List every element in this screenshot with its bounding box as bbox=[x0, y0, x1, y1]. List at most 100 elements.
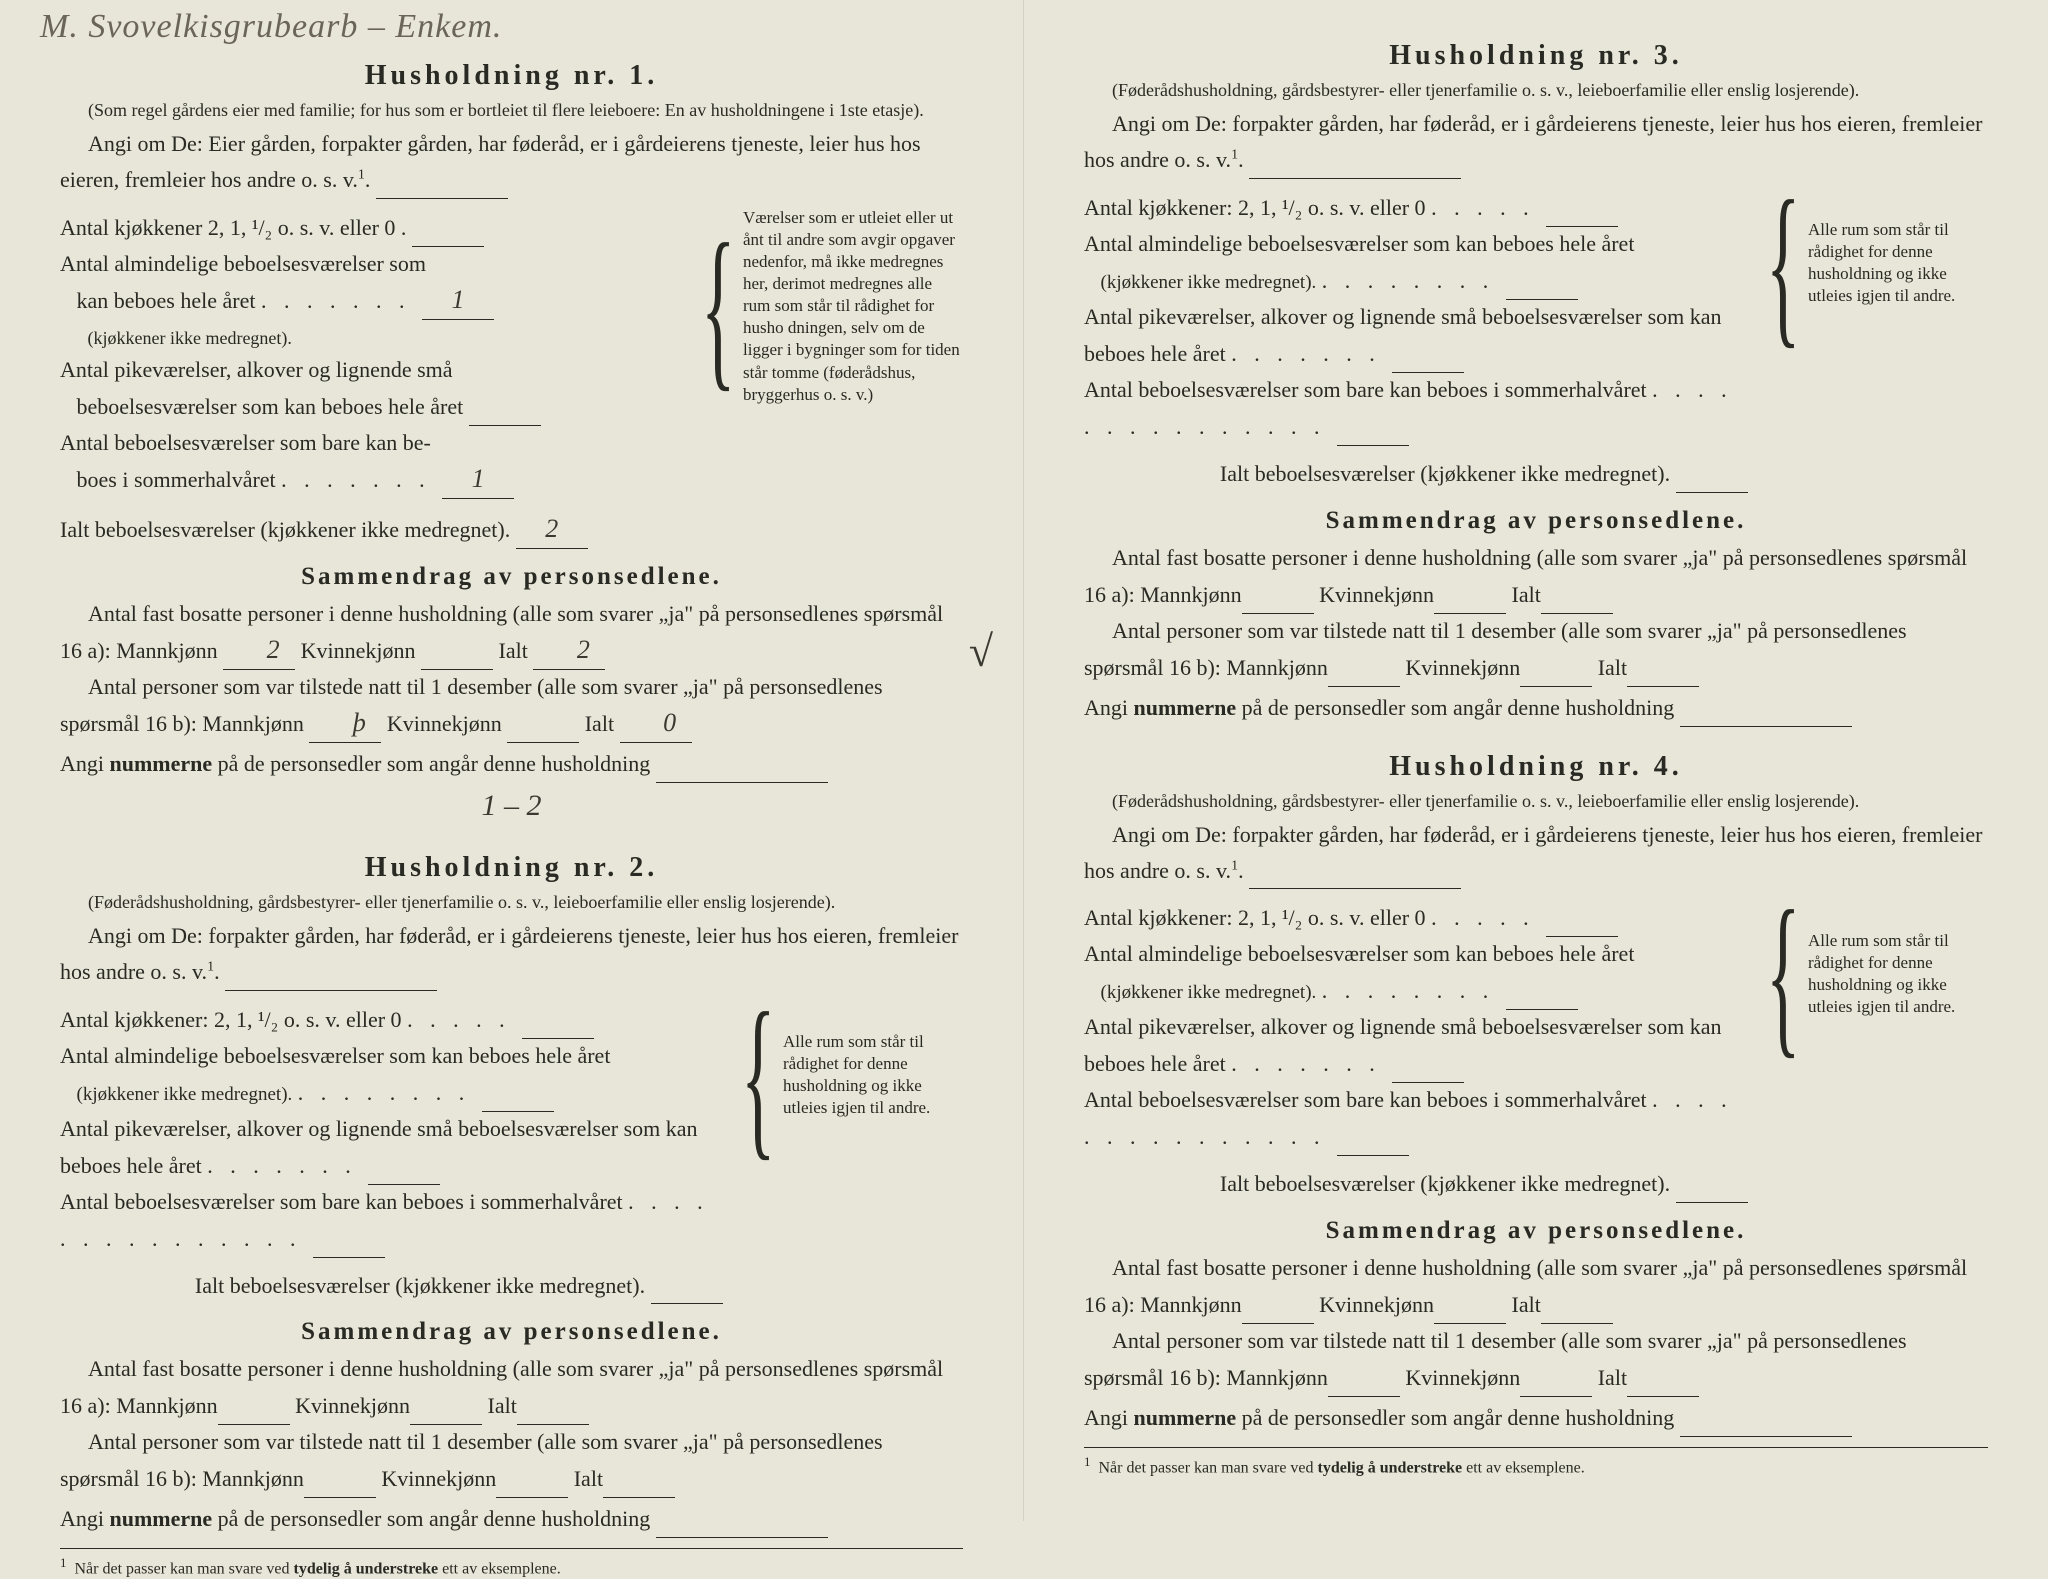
kvinne-label-4: Kvinnekjønn bbox=[1319, 1292, 1434, 1317]
ialt-value-3 bbox=[1676, 454, 1748, 493]
footnote-left: 1 Når det passer kan man svare ved tydel… bbox=[60, 1548, 963, 1578]
nummer-bold: nummerne bbox=[110, 751, 213, 776]
nummer-row-4: Angi nummerne på de personsedler som ang… bbox=[1084, 1397, 1988, 1437]
summary-title-1: Sammendrag av personsedlene. bbox=[60, 563, 963, 591]
fast-bosatte-row-2: Antal fast bosatte personer i denne hush… bbox=[60, 1352, 963, 1425]
kvinne-label-b: Kvinnekjønn bbox=[387, 711, 502, 736]
angi-text-2: Angi om De: forpakter gården, har føderå… bbox=[60, 923, 958, 984]
footnote-bold: tydelig å understreke bbox=[294, 1561, 439, 1578]
footnote-end: ett av eksemplene. bbox=[442, 1561, 561, 1578]
dots: . . . . . . . bbox=[1231, 1051, 1392, 1076]
ialt-value-2a bbox=[517, 1385, 589, 1425]
household-3-subtitle: (Føderådshusholdning, gårdsbestyrer- ell… bbox=[1084, 78, 1988, 102]
pike-value-4 bbox=[1392, 1043, 1464, 1083]
mann-value-4b bbox=[1328, 1357, 1400, 1397]
angi-text-3: Angi om De: forpakter gården, har føderå… bbox=[1084, 111, 1982, 172]
kvinne-label-4b: Kvinnekjønn bbox=[1405, 1365, 1520, 1390]
household-2-subtitle: (Føderådshusholdning, gårdsbestyrer- ell… bbox=[60, 890, 963, 914]
summer-row-2: Antal beboelsesværelser som bare kan beb… bbox=[60, 1185, 723, 1258]
angi-blank-2 bbox=[225, 952, 437, 991]
kvinne-value-4a bbox=[1434, 1284, 1506, 1324]
rooms-year-4: Antal almindelige beboelsesværelser som … bbox=[1084, 941, 1634, 966]
summary-title-2: Sammendrag av personsedlene. bbox=[60, 1318, 963, 1346]
kitchen-label-3: Antal kjøkkener: 2, 1, ¹/₂ o. s. v. elle… bbox=[1084, 195, 1426, 220]
household-2-angi: Angi om De: forpakter gården, har føderå… bbox=[60, 920, 963, 991]
kitchen-row: Antal kjøkkener 2, 1, ¹/₂ o. s. v. eller… bbox=[60, 207, 683, 247]
dots: . . . . . . . . bbox=[298, 1080, 482, 1105]
kvinne-label: Kvinnekjønn bbox=[301, 638, 416, 663]
pike-value bbox=[469, 386, 541, 426]
summer-2: Antal beboelsesværelser som bare kan beb… bbox=[60, 1189, 623, 1214]
ialt-row-3: Ialt beboelsesværelser (kjøkkener ikke m… bbox=[1084, 454, 1748, 493]
nummer-bold-3: nummerne bbox=[1134, 695, 1237, 720]
mann-label-b: Mannkjønn bbox=[202, 711, 303, 736]
summer-value-3 bbox=[1337, 406, 1409, 446]
kitchen-label: Antal kjøkkener 2, 1, ¹/₂ o. s. v. eller… bbox=[60, 215, 406, 240]
sidenote-3: Alle rum som står til rådighet for denne… bbox=[1808, 219, 1988, 307]
kvinne-label-3: Kvinnekjønn bbox=[1319, 582, 1434, 607]
dots: . . . . . . . bbox=[1231, 341, 1392, 366]
nummer-label-2: Angi bbox=[60, 1506, 104, 1531]
footnote-num: 1 bbox=[60, 1555, 67, 1570]
footnote-ref: 1 bbox=[1231, 858, 1238, 873]
mann-label: Mannkjønn bbox=[116, 638, 217, 663]
tilstede-row-4: Antal personer som var tilstede natt til… bbox=[1084, 1324, 1988, 1397]
nummer-rest-2: på de personsedler som angår denne husho… bbox=[218, 1506, 651, 1531]
checkmark-icon: √ bbox=[941, 619, 993, 685]
ialt-value-2b bbox=[603, 1458, 675, 1498]
brace-icon: { bbox=[701, 230, 736, 383]
ialt-label: Ialt beboelsesværelser (kjøkkener ikke m… bbox=[60, 517, 510, 542]
rooms-year-row-3: Antal almindelige beboelsesværelser som … bbox=[1084, 227, 1748, 300]
ialt-value-3b bbox=[1627, 647, 1699, 687]
summer-value: 1 bbox=[442, 459, 514, 499]
pike-a: Antal pikeværelser, alkover og lignende … bbox=[60, 357, 453, 382]
summer-row-3: Antal beboelsesværelser som bare kan beb… bbox=[1084, 373, 1748, 446]
ialt-row: Ialt beboelsesværelser (kjøkkener ikke m… bbox=[60, 509, 683, 549]
kvinne-value-3a bbox=[1434, 574, 1506, 614]
kvinne-value-2a bbox=[410, 1385, 482, 1425]
ialt-label-3a: Ialt bbox=[1512, 582, 1541, 607]
household-2-title: Husholdning nr. 2. bbox=[60, 852, 963, 884]
footnote-ref: 1 bbox=[207, 960, 214, 975]
dots: . . . . . . . bbox=[207, 1153, 368, 1178]
fast-bosatte-row: Antal fast bosatte personer i denne hush… bbox=[60, 597, 963, 670]
ialt-value-b: 0 bbox=[620, 703, 692, 743]
nummer-blank-2 bbox=[656, 1498, 828, 1538]
rooms-year-note-2: (kjøkkener ikke medregnet). bbox=[77, 1084, 293, 1105]
mann-label-3b: Mannkjønn bbox=[1226, 655, 1327, 680]
ialt-value-a: 2 bbox=[533, 630, 605, 670]
mann-value-2b bbox=[304, 1458, 376, 1498]
rooms-year-row-2: Antal almindelige beboelsesværelser som … bbox=[60, 1039, 723, 1112]
kitchen-row-2: Antal kjøkkener: 2, 1, ¹/₂ o. s. v. elle… bbox=[60, 999, 723, 1039]
rooms-year-note-4: (kjøkkener ikke medregnet). bbox=[1101, 982, 1317, 1003]
footnote-text: Når det passer kan man svare ved bbox=[75, 1561, 290, 1578]
dots: . . . . . bbox=[1431, 195, 1546, 220]
sidenote-4: Alle rum som står til rådighet for denne… bbox=[1808, 930, 1988, 1018]
kvinne-label-2: Kvinnekjønn bbox=[295, 1393, 410, 1418]
angi-blank bbox=[376, 160, 508, 199]
rooms-year-a: Antal almindelige beboelsesværelser som bbox=[60, 251, 426, 276]
sidenote-2: Alle rum som står til rådighet for denne… bbox=[783, 1031, 963, 1119]
ialt-label-4a: Ialt bbox=[1512, 1292, 1541, 1317]
household-3: Husholdning nr. 3. (Føderådshusholdning,… bbox=[1084, 40, 1988, 727]
pike-row-2: Antal pikeværelser, alkover og lignende … bbox=[60, 1112, 723, 1185]
ialt-label-2: Ialt beboelsesværelser (kjøkkener ikke m… bbox=[195, 1273, 645, 1298]
nummer-blank-4 bbox=[1680, 1397, 1852, 1437]
brace-icon: { bbox=[741, 999, 776, 1152]
brace-icon: { bbox=[1766, 897, 1801, 1050]
mann-value-b: þ bbox=[309, 703, 381, 743]
household-4-subtitle: (Føderådshusholdning, gårdsbestyrer- ell… bbox=[1084, 789, 1988, 813]
mann-value-4a bbox=[1242, 1284, 1314, 1324]
nummer-value: 1 – 2 bbox=[60, 783, 963, 828]
nummer-label-3: Angi bbox=[1084, 695, 1128, 720]
angi-text-4: Angi om De: forpakter gården, har føderå… bbox=[1084, 822, 1982, 883]
nummer-row-3: Angi nummerne på de personsedler som ang… bbox=[1084, 687, 1988, 727]
kitchen-label-2: Antal kjøkkener: 2, 1, ¹/₂ o. s. v. elle… bbox=[60, 1007, 402, 1032]
ialt-label-4: Ialt beboelsesværelser (kjøkkener ikke m… bbox=[1220, 1171, 1670, 1196]
household-2: Husholdning nr. 2. (Føderådshusholdning,… bbox=[60, 852, 963, 1579]
tilstede-row-2: Antal personer som var tilstede natt til… bbox=[60, 1425, 963, 1498]
summer-value-4 bbox=[1337, 1116, 1409, 1156]
rooms-year-row: Antal almindelige beboelsesværelser som … bbox=[60, 247, 683, 353]
nummer-row-2: Angi nummerne på de personsedler som ang… bbox=[60, 1498, 963, 1538]
dots: . . . . . bbox=[407, 1007, 522, 1032]
